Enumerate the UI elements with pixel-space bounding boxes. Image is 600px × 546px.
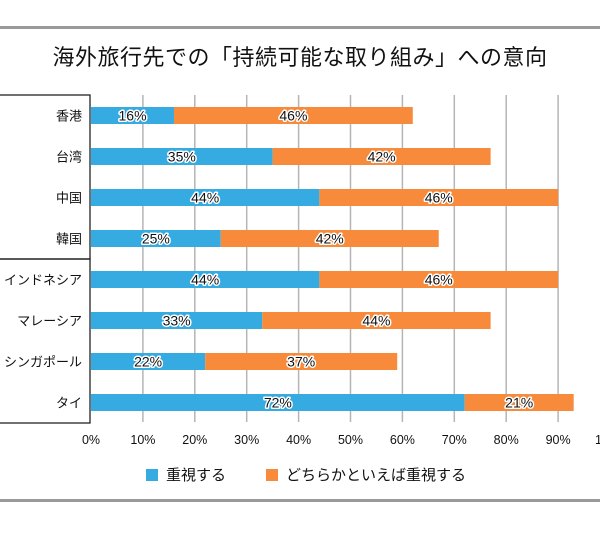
value-label: 46%: [425, 272, 453, 288]
category-label: インドネシア: [4, 274, 82, 289]
category-label: マレーシア: [17, 315, 82, 330]
bar-dochiraka: [220, 230, 439, 247]
value-label: 46%: [425, 190, 453, 206]
bar-dochiraka: [319, 271, 559, 288]
bar-jushi: [91, 148, 273, 165]
value-label: 25%: [142, 231, 170, 247]
x-tick-label: 20%: [182, 433, 207, 447]
legend-item-series-0: 重視する: [146, 464, 226, 485]
x-tick-label: 30%: [234, 433, 259, 447]
legend-item-series-1: どちらかといえば重視する: [266, 464, 466, 485]
bar-dochiraka: [272, 148, 491, 165]
bar-jushi: [91, 353, 206, 370]
legend-label: どちらかといえば重視する: [286, 466, 467, 484]
category-label: 中国: [56, 192, 82, 207]
value-label: 42%: [316, 231, 344, 247]
value-label: 35%: [168, 149, 196, 165]
value-label: 16%: [119, 108, 147, 124]
value-label: 44%: [191, 272, 219, 288]
x-tick-label: 90%: [546, 433, 571, 447]
bar-jushi: [91, 271, 320, 288]
value-label: 33%: [163, 313, 191, 329]
bar-dochiraka: [464, 394, 574, 411]
category-label: 香港: [56, 110, 82, 125]
bar-dochiraka: [262, 312, 491, 329]
legend-swatch-blue: [146, 468, 158, 481]
bar-jushi: [91, 230, 221, 247]
value-labels: 16% 46% 35% 42% 44% 46% 25% 42% 44% 46% 33% 44% 22% 3…: [117, 106, 535, 412]
top-divider: [0, 26, 600, 29]
category-label: タイ: [56, 397, 82, 412]
gridlines: [142, 95, 559, 422]
value-label: 46%: [279, 108, 307, 124]
x-tick-label: 10%: [130, 433, 155, 447]
x-tick-label: 50%: [338, 433, 363, 447]
bar-jushi: [91, 394, 465, 411]
x-tick-label: 70%: [442, 433, 467, 447]
category-label: 台湾: [56, 150, 82, 166]
category-group-boxes: [0, 94, 91, 424]
value-label: 21%: [505, 395, 533, 411]
legend-swatch-orange: [266, 468, 279, 481]
bars: [91, 107, 574, 411]
chart-title: 海外旅行先での「持続可能な取り組み」への意向: [52, 46, 548, 71]
value-label: 42%: [368, 149, 396, 165]
legend: 重視する どちらかといえば重視する: [146, 464, 506, 485]
bar-jushi: [91, 189, 320, 206]
category-label: 韓国: [56, 233, 82, 248]
value-label: 44%: [362, 313, 390, 329]
bar-jushi: [91, 312, 263, 329]
x-tick-labels: 0% 10% 20% 30% 40% 50% 60% 70% 80% 90% 1: [82, 433, 600, 447]
value-label: 22%: [134, 354, 162, 370]
value-label: 44%: [191, 190, 219, 206]
x-tick-label: 80%: [494, 433, 519, 447]
value-label: 37%: [287, 354, 315, 370]
bar-dochiraka: [205, 353, 398, 370]
x-tick-label: 1: [595, 433, 600, 447]
bottom-divider: [0, 499, 600, 502]
category-group-box: [0, 258, 91, 424]
value-label: 72%: [264, 395, 292, 411]
bar-jushi: [91, 107, 175, 124]
x-tick-label: 0%: [82, 433, 100, 447]
x-tick-label: 40%: [286, 433, 311, 447]
bar-dochiraka: [319, 189, 559, 206]
x-tick-label: 60%: [390, 433, 415, 447]
legend-label: 重視する: [166, 466, 227, 484]
category-label: シンガポール: [4, 356, 82, 371]
bar-dochiraka: [174, 107, 413, 124]
